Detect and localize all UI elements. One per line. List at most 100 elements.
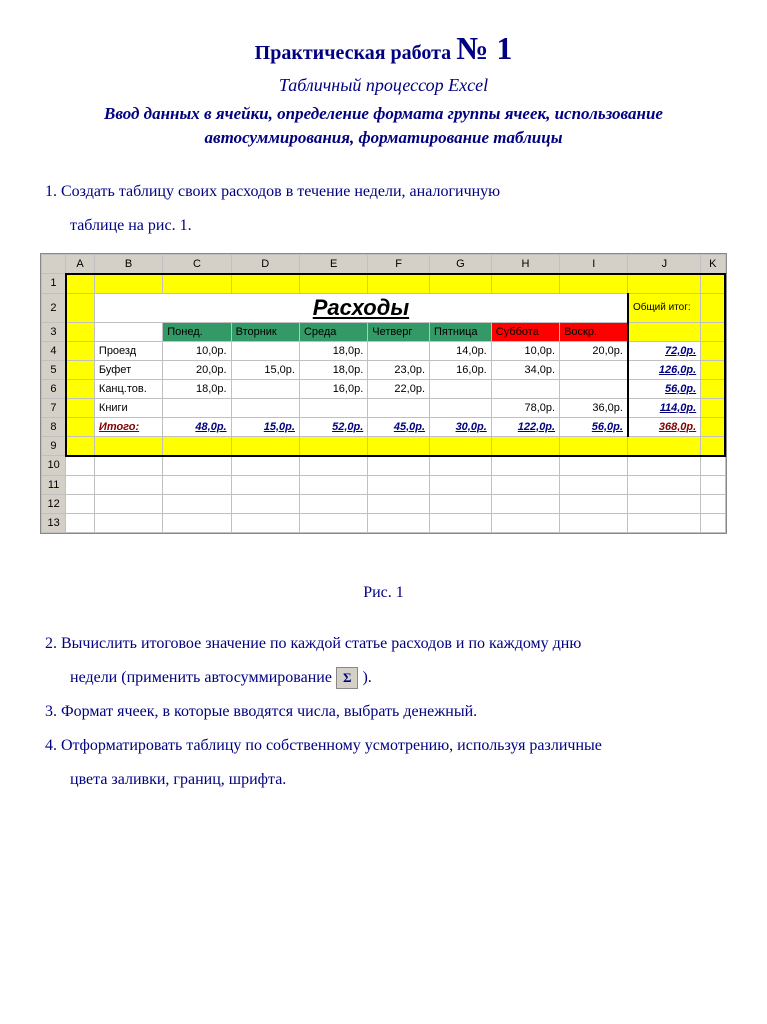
cell — [368, 341, 430, 360]
cell — [66, 475, 95, 494]
cell: 18,0р. — [163, 379, 231, 398]
title-prefix: Практическая работа — [255, 42, 457, 64]
col-header: G — [430, 254, 492, 274]
cell: 10,0р. — [163, 341, 231, 360]
cell — [66, 436, 95, 456]
cell — [66, 456, 95, 476]
row-header: 1 — [42, 274, 66, 294]
row-header: 6 — [42, 379, 66, 398]
cell — [368, 456, 430, 476]
item-total: 126,0р. — [628, 360, 701, 379]
row-header: 4 — [42, 341, 66, 360]
cell: 18,0р. — [299, 341, 367, 360]
col-header: B — [94, 254, 162, 274]
cell: 15,0р. — [231, 417, 299, 436]
cell — [368, 436, 430, 456]
cell — [560, 494, 628, 513]
col-header: C — [163, 254, 231, 274]
cell: 22,0р. — [368, 379, 430, 398]
cell — [299, 494, 367, 513]
row-header: 5 — [42, 360, 66, 379]
cell — [66, 398, 95, 417]
cell — [299, 475, 367, 494]
cell: 30,0р. — [430, 417, 492, 436]
cell — [560, 436, 628, 456]
cell: 52,0р. — [299, 417, 367, 436]
cell — [701, 274, 725, 294]
cell — [94, 513, 162, 532]
day-header: Вторник — [231, 322, 299, 341]
task-2-text-a: недели (применить автосуммирование — [70, 669, 336, 686]
cell — [491, 436, 559, 456]
col-header: A — [66, 254, 95, 274]
item-total: 114,0р. — [628, 398, 701, 417]
cell — [491, 379, 559, 398]
row-header: 2 — [42, 293, 66, 322]
cell — [701, 379, 725, 398]
col-header: J — [628, 254, 701, 274]
cell: 15,0р. — [231, 360, 299, 379]
cell — [66, 417, 95, 436]
cell — [66, 494, 95, 513]
cell — [94, 456, 162, 476]
col-header: K — [701, 254, 725, 274]
cell — [231, 398, 299, 417]
cell — [231, 513, 299, 532]
day-header: Воскр. — [560, 322, 628, 341]
subtitle-description: Ввод данных в ячейки, определение формат… — [40, 102, 727, 150]
day-header: Понед. — [163, 322, 231, 341]
cell — [66, 322, 95, 341]
cell — [701, 341, 725, 360]
cell — [430, 398, 492, 417]
cell: 10,0р. — [491, 341, 559, 360]
cell — [560, 475, 628, 494]
cell — [628, 513, 701, 532]
day-header: Пятница — [430, 322, 492, 341]
cell: 23,0р. — [368, 360, 430, 379]
cell — [163, 274, 231, 294]
cell — [430, 456, 492, 476]
cell — [299, 436, 367, 456]
cell — [491, 274, 559, 294]
cell: 56,0р. — [560, 417, 628, 436]
row-header: 9 — [42, 436, 66, 456]
col-header: D — [231, 254, 299, 274]
cell — [560, 379, 628, 398]
cell — [163, 513, 231, 532]
cell — [430, 513, 492, 532]
cell — [430, 379, 492, 398]
cell — [94, 322, 162, 341]
cell: 16,0р. — [430, 360, 492, 379]
cell — [560, 513, 628, 532]
title-number: № 1 — [456, 30, 512, 66]
cell — [163, 475, 231, 494]
col-header: H — [491, 254, 559, 274]
cell: 78,0р. — [491, 398, 559, 417]
cell — [628, 274, 701, 294]
cell — [560, 456, 628, 476]
cell — [701, 456, 725, 476]
cell — [701, 360, 725, 379]
cell — [701, 293, 725, 322]
cell: 16,0р. — [299, 379, 367, 398]
cell — [94, 494, 162, 513]
cell — [163, 436, 231, 456]
cell — [66, 274, 95, 294]
cell — [231, 475, 299, 494]
figure-caption: Рис. 1 — [40, 584, 727, 602]
cell: 20,0р. — [560, 341, 628, 360]
cell: 36,0р. — [560, 398, 628, 417]
cell — [491, 513, 559, 532]
row-header: 13 — [42, 513, 66, 532]
cell — [231, 494, 299, 513]
task-4-line1: 4. Отформатировать таблицу по собственно… — [40, 734, 727, 758]
cell — [231, 341, 299, 360]
cell — [628, 456, 701, 476]
table-title: Расходы — [94, 293, 628, 322]
cell — [701, 436, 725, 456]
cell — [66, 293, 95, 322]
cell — [430, 436, 492, 456]
cell — [560, 360, 628, 379]
cell — [701, 475, 725, 494]
cell — [66, 341, 95, 360]
